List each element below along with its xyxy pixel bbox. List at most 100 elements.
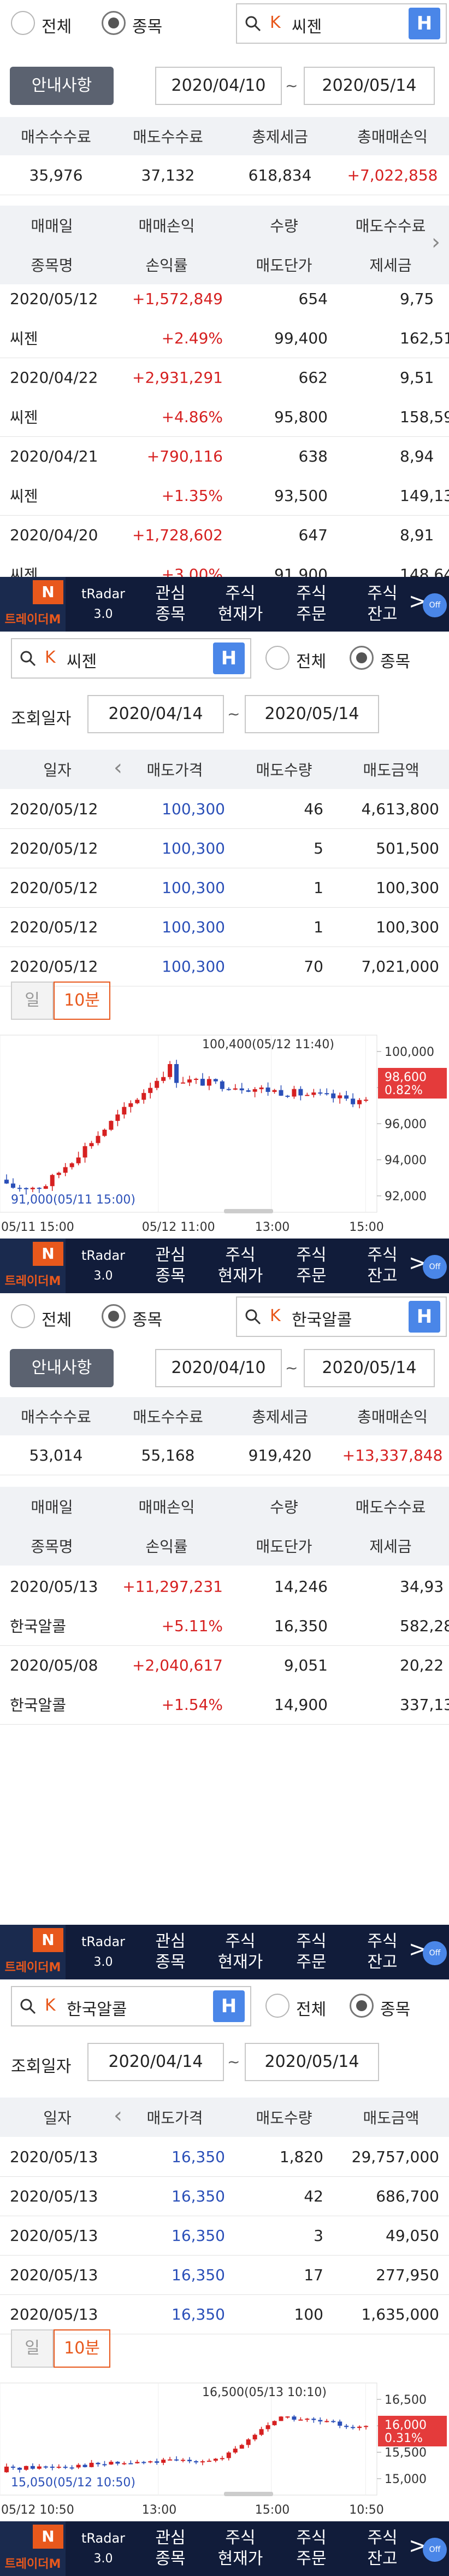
tab-item-label: 주식 [296,584,327,603]
app-logo[interactable]: N 트레이더M [0,1239,66,1293]
tab-item-label: 3.0 [93,2552,113,2566]
table-row[interactable]: 2020/05/12 100,300 1 100,300 [0,907,449,947]
toggle-off-button[interactable]: Off [423,593,447,617]
history-button[interactable]: H [409,8,440,39]
app-logo[interactable]: N 트레이더M [0,2521,66,2576]
notice-button[interactable]: 안내사항 [10,67,114,105]
date-from[interactable]: 2020/04/14 [87,2043,224,2081]
price-chart[interactable]: 16,500 16,000 15,500 15,000 05/12 10:50 13:00… [0,2378,449,2521]
scroll-right-chevron-icon[interactable]: › [432,230,440,255]
list-item[interactable]: 한국알콜 +1.54% 14,900 337,13 [0,1685,449,1724]
tab-item[interactable]: 주식 주문 [277,577,345,632]
tab-item[interactable]: 주식 현재가 [206,577,274,632]
app-logo[interactable]: N 트레이더M [0,1925,66,1979]
tab-item[interactable]: 주식 주문 [277,1239,345,1293]
app-logo[interactable]: N 트레이더M [0,577,66,632]
interval-day-button[interactable]: 일 [11,982,54,1020]
date-to[interactable]: 2020/05/14 [245,695,379,733]
stock-search-box[interactable]: K 씨젠 H [236,3,447,44]
table-row[interactable]: 2020/05/12 100,300 70 7,021,000 [0,947,449,986]
list-item[interactable]: 2020/05/12 +1,572,849 654 9,75 [0,279,449,318]
tab-item[interactable]: tRadar 3.0 [73,2521,133,2576]
toggle-off-button[interactable]: Off [423,2538,447,2562]
candle-body [298,2419,303,2421]
list-item[interactable]: 씨젠 +4.86% 95,800 158,59 [0,397,449,436]
stock-search-box[interactable]: K 한국알콜 H [236,1296,447,1337]
interval-10min-button[interactable]: 10분 [54,982,110,1020]
toggle-off-button[interactable]: Off [423,1941,447,1965]
stock-search-box[interactable]: K 씨젠 H [11,638,251,679]
list-item[interactable]: 한국알콜 +5.11% 16,350 582,28 [0,1606,449,1645]
candle-body [102,1129,107,1136]
list-item[interactable]: 2020/05/13 +11,297,231 14,246 34,93 [0,1567,449,1606]
radio-stock[interactable] [102,1304,126,1328]
radio-all[interactable] [265,646,290,670]
candle-body [69,2467,74,2469]
list-item[interactable]: 2020/05/08 +2,040,617 9,051 20,22 [0,1645,449,1685]
date-from[interactable]: 2020/04/10 [155,67,282,105]
table-row[interactable]: 2020/05/13 16,350 17 277,950 [0,2255,449,2294]
history-button[interactable]: H [213,642,245,674]
table-cell: 100,300 [162,878,225,897]
tab-item[interactable]: 주식 잔고 [350,1239,415,1293]
radio-all[interactable] [265,1994,290,2018]
list-item[interactable]: 씨젠 +1.35% 93,500 149,13 [0,476,449,515]
list-item[interactable]: 씨젠 +2.49% 99,400 162,51 [0,318,449,358]
table-row[interactable]: 2020/05/12 100,300 5 501,500 [0,828,449,868]
date-from[interactable]: 2020/04/14 [87,695,224,733]
tab-item[interactable]: 주식 현재가 [206,1239,274,1293]
tab-item[interactable]: tRadar 3.0 [73,1239,133,1293]
tab-item[interactable]: tRadar 3.0 [73,1925,133,1979]
date-to[interactable]: 2020/05/14 [304,1349,435,1387]
tab-item[interactable]: 주식 잔고 [350,577,415,632]
table-row[interactable]: 2020/05/13 16,350 42 686,700 [0,2176,449,2216]
low-price-label: 15,050(05/12 10:50) [11,2476,135,2490]
stock-search-box[interactable]: K 한국알콜 H [11,1986,251,2026]
list-cell: +2,931,291 [132,368,223,387]
tab-item[interactable]: 관심 종목 [138,1925,203,1979]
candle-body [305,2419,310,2420]
radio-stock[interactable] [350,646,374,670]
date-to[interactable]: 2020/05/14 [304,67,435,105]
list-item[interactable]: 씨젠 +3.00% 91,900 148,64 [0,554,449,577]
interval-day-button[interactable]: 일 [11,2329,54,2368]
tab-item[interactable]: 관심 종목 [138,1239,203,1293]
list-item[interactable]: 2020/04/21 +790,116 638 8,94 [0,436,449,476]
tab-item[interactable]: 주식 잔고 [350,2521,415,2576]
tab-item[interactable]: 관심 종목 [138,577,203,632]
date-to[interactable]: 2020/05/14 [245,2043,379,2081]
table-row[interactable]: 2020/05/13 16,350 100 1,635,000 [0,2294,449,2334]
current-change-pct: 0.31% [385,2432,423,2445]
date-from[interactable]: 2020/04/10 [155,1349,282,1387]
tab-item[interactable]: 주식 주문 [277,2521,345,2576]
scroll-left-chevron-icon[interactable]: ‹ [114,755,122,780]
candle-body [82,2464,87,2467]
tab-item[interactable]: 주식 현재가 [206,2521,274,2576]
interval-10min-button[interactable]: 10분 [54,2329,110,2368]
radio-stock[interactable] [350,1994,374,2018]
radio-all[interactable] [11,1304,35,1328]
radio-stock[interactable] [102,11,126,35]
toggle-off-button[interactable]: Off [423,1255,447,1279]
tab-item[interactable]: 주식 현재가 [206,1925,274,1979]
tab-item[interactable]: 주식 주문 [277,1925,345,1979]
tab-item[interactable]: tRadar 3.0 [73,577,133,632]
tab-item[interactable]: 주식 잔고 [350,1925,415,1979]
table-row[interactable]: 2020/05/12 100,300 46 4,613,800 [0,789,449,828]
list-item[interactable]: 2020/04/20 +1,728,602 647 8,91 [0,515,449,554]
candle-body [239,2445,244,2449]
chart-scroll-handle [224,2492,273,2496]
table-row[interactable]: 2020/05/13 16,350 3 49,050 [0,2216,449,2255]
table-row[interactable]: 2020/05/13 16,350 1,820 29,757,000 [0,2137,449,2176]
radio-all[interactable] [11,11,35,35]
history-button[interactable]: H [409,1301,440,1333]
history-button[interactable]: H [213,1990,245,2022]
scroll-left-chevron-icon[interactable]: ‹ [114,2103,122,2128]
notice-button[interactable]: 안내사항 [10,1349,114,1387]
list-item[interactable]: 2020/04/22 +2,931,291 662 9,51 [0,358,449,397]
tab-item[interactable]: 관심 종목 [138,2521,203,2576]
detail-header: 일자 매도가격 매도수량 매도금액 [0,750,449,789]
table-row[interactable]: 2020/05/12 100,300 1 100,300 [0,868,449,907]
table-cell: 70 [304,957,323,976]
